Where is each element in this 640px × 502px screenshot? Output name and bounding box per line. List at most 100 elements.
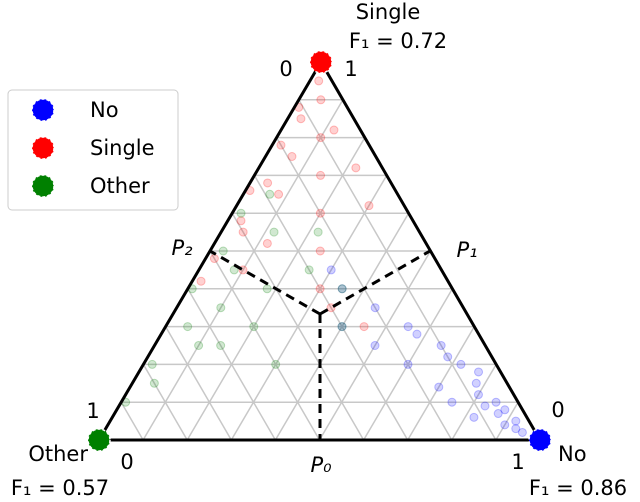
point [364,201,374,211]
point [500,420,510,430]
point [471,378,481,388]
grid-line [209,250,321,441]
grid [120,99,519,441]
label: Other [28,442,88,466]
label: 0 [120,450,133,474]
label: 1 [511,450,524,474]
point [183,322,193,332]
point [314,76,324,86]
corner-marker [87,428,111,452]
point [500,405,510,415]
point [403,359,413,369]
grid-line [451,364,497,441]
region-borders [209,249,431,440]
label: 0 [551,398,564,422]
point [249,322,259,332]
point [511,416,521,426]
point [287,152,297,161]
point [236,208,246,218]
point [351,163,361,173]
point [359,322,369,332]
legend-marker [31,98,55,122]
label: P₀ [310,453,332,477]
grid-line [142,364,188,441]
grid-line [187,288,277,441]
point [274,189,284,199]
point [315,284,325,294]
label: Single [356,0,421,24]
point [337,322,347,332]
label: P₁ [456,238,477,262]
point [316,133,326,143]
point [326,265,336,275]
legend-label: No [90,98,119,122]
point [443,352,453,362]
point [196,276,206,286]
point [493,409,503,419]
point [436,341,446,350]
point [337,322,347,332]
point [447,397,457,407]
grid-line [362,288,454,441]
grid-line [298,99,497,441]
point [194,341,204,350]
point [517,427,527,437]
legend-marker [31,136,55,160]
point [269,227,279,237]
label: F₁ = 0.86 [529,476,627,500]
grid-line [318,250,432,441]
point [313,227,323,237]
legend-label: Other [90,174,150,198]
point [271,359,281,369]
point [480,401,490,411]
point [473,390,483,400]
point [370,341,380,350]
point [216,341,226,350]
label: 0 [279,57,292,81]
point [216,303,226,313]
label: 1 [86,399,99,423]
point [511,424,521,434]
grid-line [407,326,475,441]
corner-marker [309,50,333,74]
point [434,382,444,392]
point [474,367,484,377]
point [337,284,347,294]
point [370,303,380,313]
point [209,254,219,264]
point [316,95,326,105]
point [147,359,157,369]
points [121,76,527,437]
point [456,359,466,369]
point [304,265,314,275]
border-p1 [319,249,431,316]
point [236,216,246,226]
label: 1 [344,57,357,81]
point [262,284,272,294]
legend-marker [31,174,55,198]
point [403,322,413,332]
point [149,378,159,388]
legend-label: Single [90,136,155,160]
point [337,284,347,294]
grid-line [164,326,232,441]
point [238,227,248,237]
point [329,125,339,135]
point [469,412,479,422]
grid-line [230,175,388,441]
grid-line [142,99,344,441]
labels: No F₁ = 0.86 Single F₁ = 0.72 Other F₁ = 0.57… [11,0,627,500]
grid-line [120,401,144,441]
point [262,238,272,248]
point [265,189,275,199]
grid-line [253,175,409,441]
label: F₁ = 0.57 [11,476,109,500]
legend-items: No Single Other [31,98,155,198]
point [491,397,501,407]
point [296,114,306,124]
point [218,246,228,256]
point [316,170,326,180]
point [315,208,325,218]
grid-line [495,401,519,441]
